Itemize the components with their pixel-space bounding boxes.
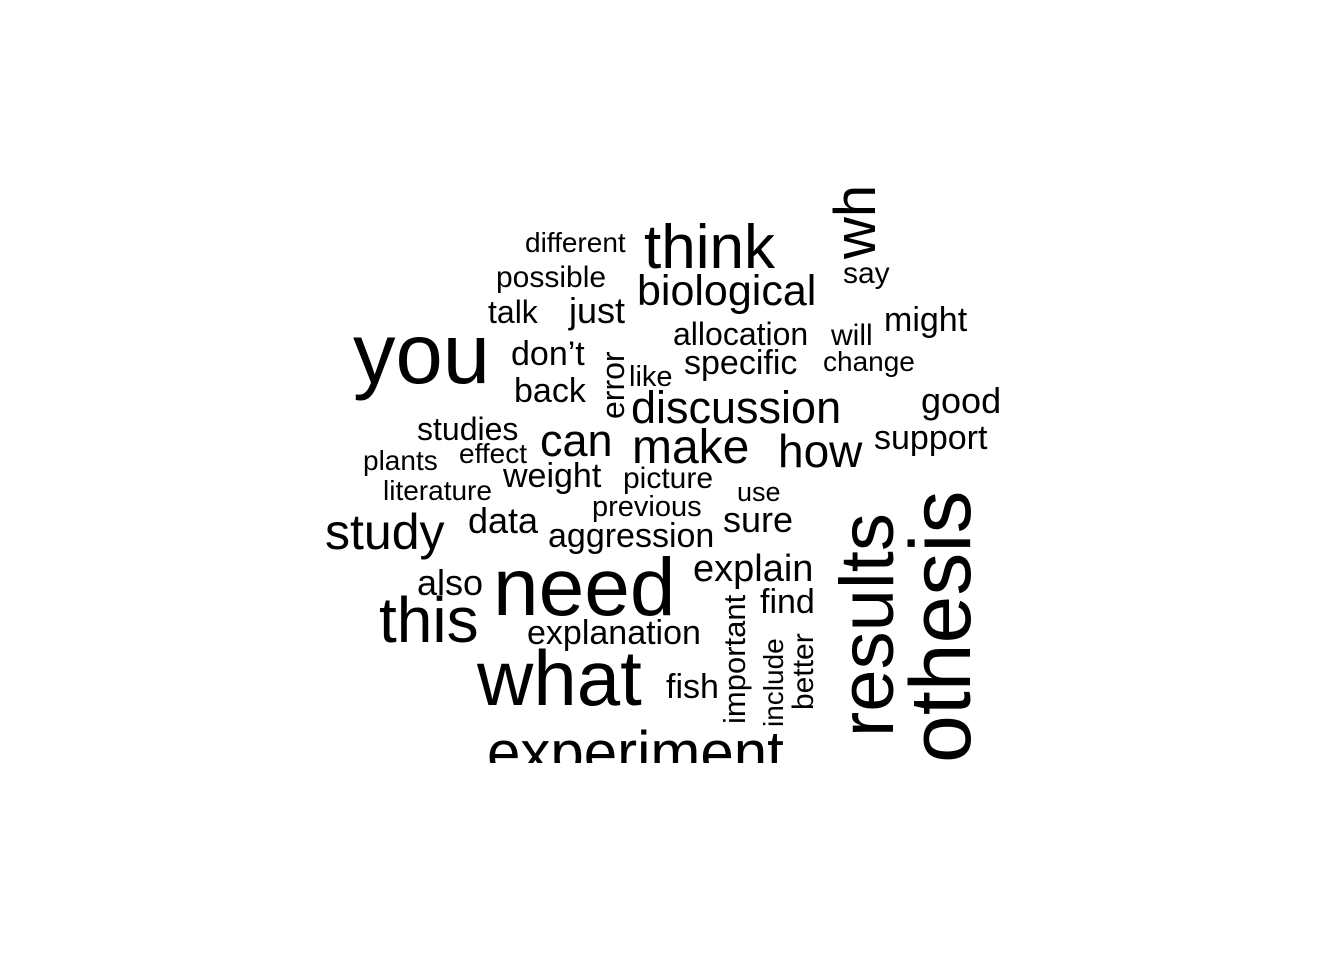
word-explain: explain xyxy=(693,548,814,590)
word-think: think xyxy=(644,213,775,282)
word-change: change xyxy=(823,346,915,377)
word-data: data xyxy=(468,500,539,541)
word-studies: studies xyxy=(417,411,519,447)
word-effect: effect xyxy=(459,438,527,469)
word-allocation: allocation xyxy=(673,316,809,352)
word-better: better xyxy=(787,633,820,710)
word-fish: fish xyxy=(666,668,719,706)
word-study: study xyxy=(325,504,445,560)
word-different: different xyxy=(525,227,626,258)
word-important: important xyxy=(717,594,752,724)
word-discussion: discussion xyxy=(631,382,842,433)
word-how: how xyxy=(778,425,863,477)
word-weight: weight xyxy=(503,457,602,495)
word-wh: wh xyxy=(823,184,888,259)
word-will: will xyxy=(831,319,873,352)
word-talk: talk xyxy=(488,294,538,330)
word-say: say xyxy=(843,257,890,290)
word-sure: sure xyxy=(723,499,794,540)
word-specific: specific xyxy=(684,344,798,382)
word-cloud-area: different think wh possible biological s… xyxy=(300,157,1020,763)
word-back: back xyxy=(514,372,586,410)
word-can: can xyxy=(540,415,613,466)
word-include: include xyxy=(758,638,789,727)
word-biological: biological xyxy=(637,267,817,315)
word-make: make xyxy=(632,421,750,474)
word-error: error xyxy=(595,351,631,419)
word-use: use xyxy=(737,477,781,507)
word-need: need xyxy=(493,542,676,633)
word-previous: previous xyxy=(592,491,702,523)
word-dont: don’t xyxy=(511,335,585,373)
word-what: what xyxy=(477,634,642,722)
word-this: this xyxy=(379,584,479,656)
word-support: support xyxy=(874,419,988,457)
word-plants: plants xyxy=(363,445,438,476)
word-picture: picture xyxy=(623,462,714,495)
word-possible: possible xyxy=(496,261,607,294)
word-experiment: experiment xyxy=(487,719,784,764)
word-might: might xyxy=(884,301,968,339)
word-good: good xyxy=(921,380,1002,421)
word-literature: literature xyxy=(383,475,492,506)
word-just: just xyxy=(569,290,626,331)
word-find: find xyxy=(760,583,815,621)
word-othesis: othesis xyxy=(893,490,989,764)
word-also: also xyxy=(417,562,484,603)
word-explanation: explanation xyxy=(527,614,701,652)
word-aggression: aggression xyxy=(548,517,715,555)
word-like: like xyxy=(629,361,673,393)
word-you: you xyxy=(353,307,491,402)
